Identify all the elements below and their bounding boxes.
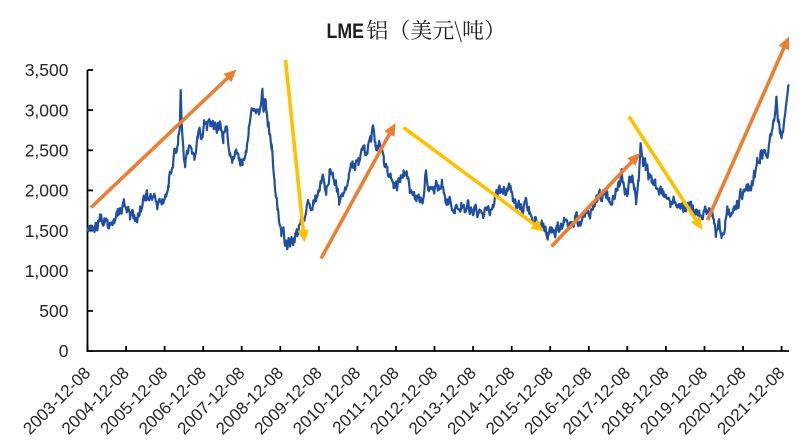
svg-text:1,500: 1,500 — [25, 221, 69, 241]
svg-text:1,000: 1,000 — [25, 261, 69, 281]
svg-text:2,000: 2,000 — [25, 181, 69, 201]
svg-text:500: 500 — [39, 301, 68, 321]
svg-text:3,000: 3,000 — [25, 100, 69, 120]
svg-text:2,500: 2,500 — [25, 141, 69, 161]
svg-text:3,500: 3,500 — [25, 60, 69, 80]
svg-text:LME: LME — [327, 19, 365, 43]
svg-text:0: 0 — [59, 341, 69, 361]
